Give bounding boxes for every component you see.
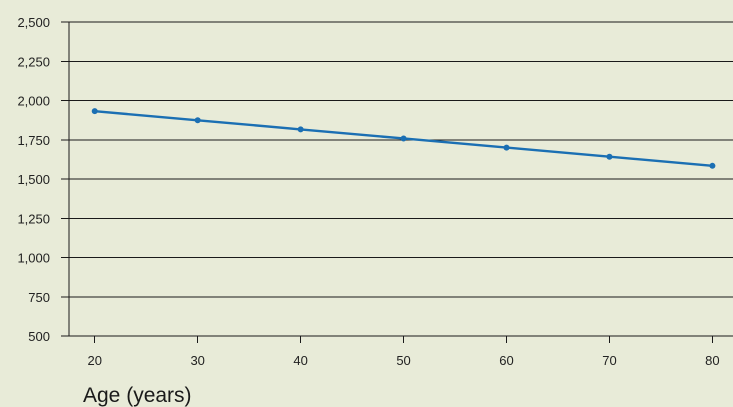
- gridlines: [61, 21, 733, 337]
- y-tick-label: 2,000: [17, 94, 50, 109]
- x-axis-title: Age (years): [83, 384, 192, 407]
- x-tick-label: 60: [499, 353, 513, 368]
- y-axis: 500 750 1,000 1,250 1,500 1,750 2,000 2,250 2,50…: [17, 15, 70, 344]
- data-point: [503, 144, 510, 151]
- data-point: [400, 135, 407, 142]
- plot-series: [91, 108, 716, 169]
- data-point: [709, 162, 716, 169]
- y-tick-label: 1,000: [17, 251, 50, 266]
- y-tick-label: 500: [28, 329, 50, 344]
- x-tick-label: 50: [396, 353, 410, 368]
- data-point: [606, 153, 613, 160]
- y-tick-label: 1,250: [17, 211, 50, 226]
- y-tick-label: 2,500: [17, 15, 50, 30]
- x-tick-label: 20: [88, 353, 102, 368]
- data-point: [91, 108, 98, 115]
- x-tick-label: 30: [190, 353, 204, 368]
- y-tick-label: 750: [28, 290, 50, 305]
- y-tick-label: 2,250: [17, 54, 50, 69]
- x-tick-label: 80: [705, 353, 719, 368]
- x-tick-label: 40: [293, 353, 307, 368]
- x-axis: 20 30 40 50 60 70 80: [88, 336, 720, 368]
- y-tick-label: 1,500: [17, 172, 50, 187]
- y-tick-label: 1,750: [17, 133, 50, 148]
- x-tick-label: 70: [602, 353, 616, 368]
- data-point: [297, 126, 304, 133]
- data-point: [194, 117, 201, 124]
